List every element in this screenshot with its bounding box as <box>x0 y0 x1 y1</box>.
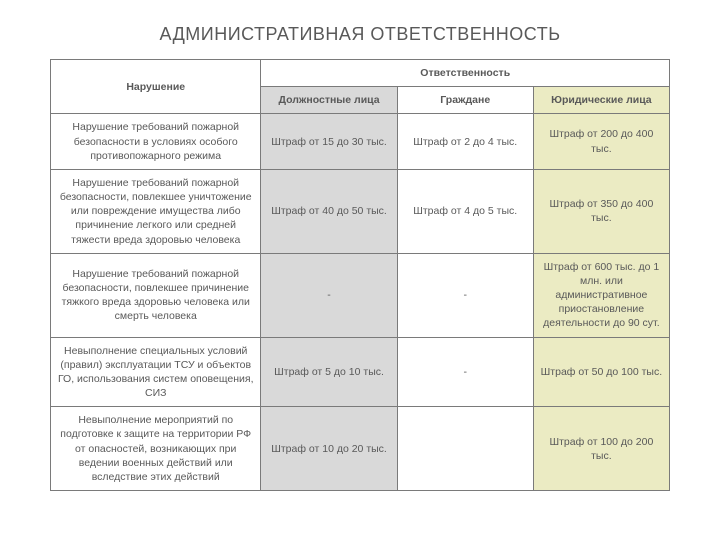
liability-table: Нарушение Ответственность Должностные ли… <box>50 59 670 491</box>
cell-citizens: Штраф от 4 до 5 тыс. <box>397 169 533 253</box>
subheader-officials: Должностные лица <box>261 87 397 114</box>
table-head: Нарушение Ответственность Должностные ли… <box>51 60 670 114</box>
table-row: Нарушение требований пожарной безопаснос… <box>51 253 670 337</box>
table-row: Нарушение требований пожарной безопаснос… <box>51 114 670 170</box>
cell-officials: Штраф от 10 до 20 тыс. <box>261 407 397 491</box>
cell-legal: Штраф от 600 тыс. до 1 млн. или админист… <box>533 253 669 337</box>
cell-officials: Штраф от 5 до 10 тыс. <box>261 337 397 407</box>
page-title: АДМИНИСТРАТИВНАЯ ОТВЕТСТВЕННОСТЬ <box>50 24 670 45</box>
header-responsibility: Ответственность <box>261 60 670 87</box>
table-header-row-1: Нарушение Ответственность <box>51 60 670 87</box>
cell-violation: Невыполнение мероприятий по подготовке к… <box>51 407 261 491</box>
table-body: Нарушение требований пожарной безопаснос… <box>51 114 670 491</box>
cell-citizens: Штраф от 2 до 4 тыс. <box>397 114 533 170</box>
cell-officials: Штраф от 15 до 30 тыс. <box>261 114 397 170</box>
cell-legal: Штраф от 200 до 400 тыс. <box>533 114 669 170</box>
table-row: Невыполнение специальных условий (правил… <box>51 337 670 407</box>
table-row: Нарушение требований пожарной безопаснос… <box>51 169 670 253</box>
cell-citizens: - <box>397 253 533 337</box>
cell-officials: Штраф от 40 до 50 тыс. <box>261 169 397 253</box>
cell-citizens <box>397 407 533 491</box>
cell-legal: Штраф от 100 до 200 тыс. <box>533 407 669 491</box>
subheader-citizens: Граждане <box>397 87 533 114</box>
subheader-legal: Юридические лица <box>533 87 669 114</box>
cell-officials: - <box>261 253 397 337</box>
cell-violation: Невыполнение специальных условий (правил… <box>51 337 261 407</box>
cell-legal: Штраф от 350 до 400 тыс. <box>533 169 669 253</box>
header-violation: Нарушение <box>51 60 261 114</box>
cell-legal: Штраф от 50 до 100 тыс. <box>533 337 669 407</box>
page: АДМИНИСТРАТИВНАЯ ОТВЕТСТВЕННОСТЬ Нарушен… <box>0 0 720 540</box>
cell-violation: Нарушение требований пожарной безопаснос… <box>51 253 261 337</box>
table-row: Невыполнение мероприятий по подготовке к… <box>51 407 670 491</box>
cell-violation: Нарушение требований пожарной безопаснос… <box>51 169 261 253</box>
cell-violation: Нарушение требований пожарной безопаснос… <box>51 114 261 170</box>
cell-citizens: - <box>397 337 533 407</box>
